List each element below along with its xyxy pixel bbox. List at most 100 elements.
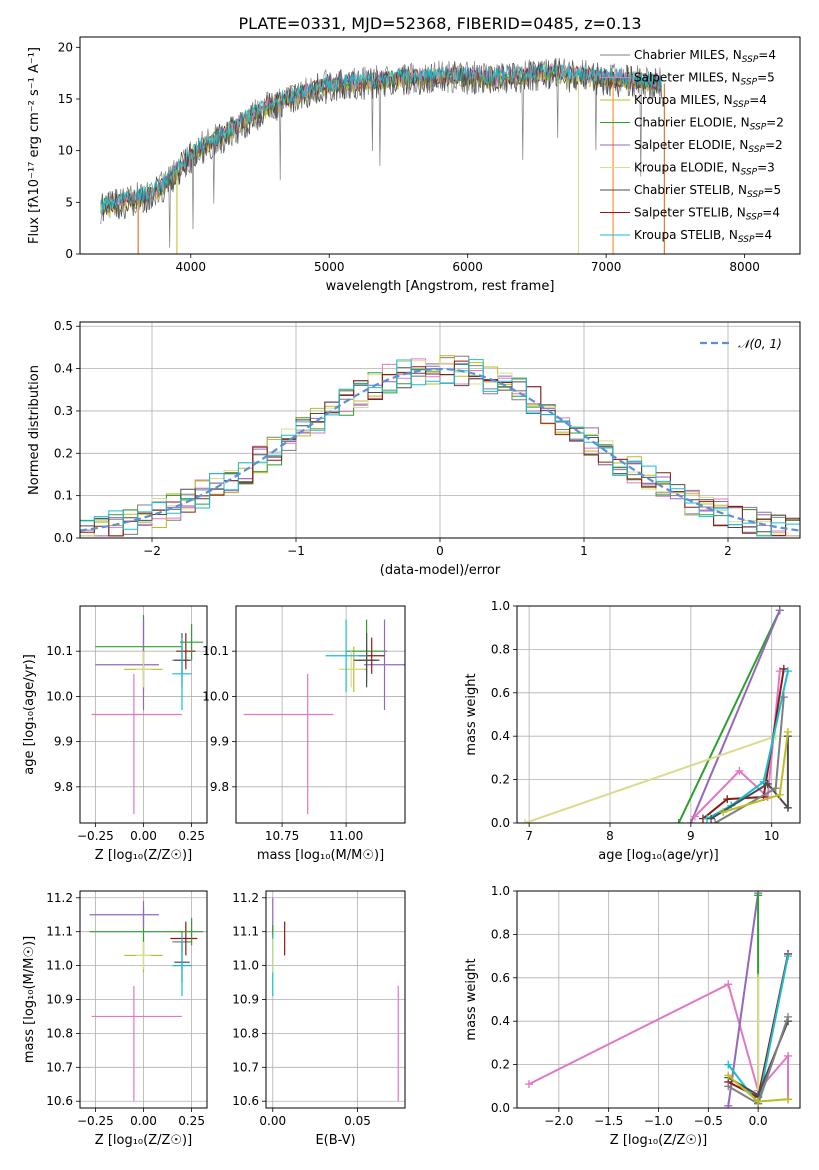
x-tick-label: 11.00 [329, 829, 363, 843]
y-tick-label: 1.0 [491, 884, 510, 898]
normal-curve [80, 367, 800, 532]
weight-point [521, 819, 530, 823]
y-tick-label: 11.2 [232, 891, 259, 905]
weight-point [686, 819, 695, 823]
x-tick-label: 0.25 [178, 829, 205, 843]
y-tick-label: 10.1 [202, 644, 229, 658]
weight-point [724, 1082, 733, 1091]
errorbar-salpeter-elodie [364, 619, 405, 710]
errorbar-kroupa-elodie [338, 651, 365, 688]
y-tick-label: 11.2 [46, 891, 73, 905]
y-tick-label: 10.9 [232, 993, 259, 1007]
y-tick-label: 10.8 [232, 1026, 259, 1040]
weight-vs-age-lines [521, 606, 792, 823]
x-tick-label: −0.25 [77, 829, 114, 843]
mass-vs-ebv-points [272, 897, 399, 1102]
residuals-frame [79, 321, 801, 539]
errorbar-salpeter-stelib [176, 633, 196, 670]
weight-point [775, 606, 784, 615]
errorbar-kroupa-stelib [325, 619, 367, 692]
mass-vs-Z-x-axis-label: Z [log₁₀(Z/Z☉)] [95, 1133, 192, 1148]
mass-vs-Z-y-axis-label: mass [log₁₀(M/M☉)] [22, 936, 37, 1063]
errorbar-kroupa-elodie [135, 941, 152, 969]
weight-vs-Z-x-axis-label: Z [log₁₀(Z/Z☉)] [610, 1133, 707, 1148]
errorbar-salpeter-miles [91, 673, 182, 814]
x-tick-label: 6000 [452, 260, 483, 274]
weight-series-chabrier-miles [711, 693, 788, 823]
weight-point [674, 819, 683, 823]
y-tick-label: 10.0 [202, 689, 229, 703]
weight-point [723, 795, 732, 804]
mass-vs-ebv-frame [265, 890, 406, 1109]
legend-entry-chabrier-stelib: Chabrier STELIB, NSSP=5 [634, 183, 781, 200]
age-vs-mass-points [243, 619, 405, 814]
mass-vs-Z-points [89, 901, 204, 1102]
weight-point [711, 819, 720, 823]
x-tick-label: 0.05 [344, 1114, 371, 1128]
spectrum-frame [79, 36, 801, 255]
mass-vs-ebv-x-axis-label: E(B-V) [315, 1133, 355, 1148]
residuals-y-axis-label: Normed distribution [27, 365, 42, 495]
age-vs-Z-axes: −0.25 0.00 0.25 9.8 9.9 10.0 10.1 Z [log₁₀(Z/Z☉… [22, 606, 207, 863]
x-tick-label: 0.25 [178, 1114, 205, 1128]
histogram-salpeter-elodie [80, 363, 800, 537]
weight-point [783, 803, 792, 812]
errorbar-salpeter-stelib [170, 921, 198, 956]
x-tick-label: 7 [525, 829, 533, 843]
y-tick-label: 10.6 [232, 1094, 259, 1108]
age-vs-Z-points [91, 615, 204, 814]
errorbar-chabrier-elodie [180, 624, 204, 661]
weight-vs-age-x-axis-label: age [log₁₀(age/yr)] [598, 848, 719, 863]
mass-vs-ebv-axes: 0.00 0.05 10.6 10.7 10.8 10.9 11.0 11.1 11.2 E(B-… [232, 891, 405, 1148]
y-tick-label: 0.2 [491, 1058, 510, 1072]
weight-vs-age-frame [516, 605, 801, 824]
legend-entry-chabrier-miles: Chabrier MILES, NSSP=4 [634, 48, 776, 65]
x-tick-label: −1.5 [594, 1114, 623, 1128]
spectrum-y-axis-label: Flux [fλ10⁻¹⁷ erg cm⁻² s⁻¹ A⁻¹] [27, 47, 42, 244]
y-tick-label: 11.1 [232, 925, 259, 939]
y-tick-label: 0.4 [54, 362, 73, 376]
x-tick-label: 7000 [591, 260, 622, 274]
errorbar-kroupa-stelib [172, 637, 192, 710]
y-tick-label: 9.8 [54, 780, 73, 794]
mass-vs-Z-frame [79, 890, 208, 1109]
legend-entry-salpeter-stelib: Salpeter STELIB, NSSP=4 [634, 206, 780, 223]
y-tick-label: 10.1 [46, 644, 73, 658]
weight-point [784, 1051, 793, 1060]
spectrum-legend: Chabrier MILES, NSSP=4 Salpeter MILES, NS… [600, 48, 784, 245]
weight-vs-Z-frame [516, 890, 801, 1109]
x-tick-label: 9 [687, 829, 695, 843]
errorbar-kroupa-elodie [135, 651, 152, 688]
residuals-axes: −2 −1 0 1 2 0.0 0.1 0.2 0.3 0.4 0.5 (data-model)/er… [27, 319, 800, 578]
weight-vs-age-y-axis-label: mass weight [464, 673, 479, 755]
residual-histograms [80, 355, 800, 537]
age-vs-Z-y-axis-label: age [log₁₀(age/yr)] [22, 654, 37, 775]
x-tick-label: 2 [724, 544, 732, 558]
y-tick-label: 11.0 [46, 959, 73, 973]
x-tick-label: 5000 [314, 260, 345, 274]
weight-point [779, 664, 788, 673]
weight-point [707, 814, 716, 823]
y-tick-label: 0.4 [491, 1014, 510, 1028]
weight-point [724, 1101, 733, 1108]
y-tick-label: 0 [65, 247, 73, 261]
weight-series-kroupa-miles [724, 1071, 793, 1106]
spectrum-lines [100, 57, 665, 254]
y-tick-label: 0.1 [54, 489, 73, 503]
spectrum-x-axis-label: wavelength [Angstrom, rest frame] [326, 279, 555, 294]
y-tick-label: 10.7 [232, 1060, 259, 1074]
weight-vs-Z-axes: −2.0 −1.5 −1.0 −0.5 0.0 0.0 0.2 0.4 0.6 0.8 1.0 Z [… [464, 884, 800, 1148]
weight-point [775, 790, 784, 799]
y-tick-label: 0.8 [491, 927, 510, 941]
figure-title: PLATE=0331, MJD=52368, FIBERID=0485, z=0… [238, 14, 641, 33]
x-tick-label: 0.00 [130, 1114, 157, 1128]
x-tick-label: 0.00 [130, 829, 157, 843]
errorbar-salpeter-miles [243, 673, 334, 814]
y-tick-label: 15 [58, 92, 73, 106]
y-tick-label: 11.1 [46, 925, 73, 939]
legend-entry-kroupa-elodie: Kroupa ELODIE, NSSP=3 [634, 161, 775, 178]
weight-vs-Z-y-axis-label: mass weight [464, 958, 479, 1040]
weight-point [719, 808, 728, 817]
weight-point [783, 667, 792, 676]
